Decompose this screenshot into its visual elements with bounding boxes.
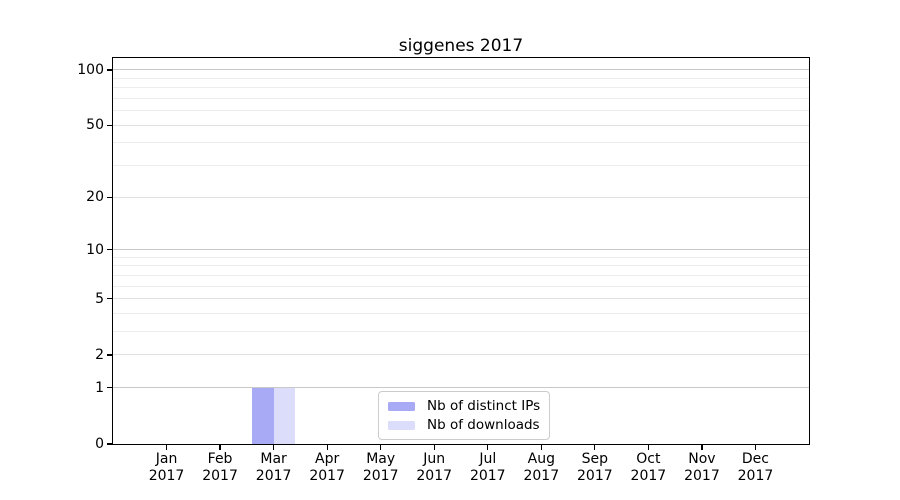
y-tick-label: 1 <box>95 379 104 396</box>
bar-distinct-ips <box>252 387 274 444</box>
x-tick-label: Feb 2017 <box>190 451 250 485</box>
minor-gridline <box>113 110 809 112</box>
x-tick-mark <box>540 445 542 450</box>
bars-layer <box>113 58 809 444</box>
minor-gridline <box>113 142 809 144</box>
x-tick-year: 2017 <box>630 468 667 484</box>
x-tick-label: Nov 2017 <box>672 451 732 485</box>
minor-gridline <box>113 274 809 276</box>
x-tick-year: 2017 <box>202 468 238 484</box>
x-tick-mark <box>165 445 168 450</box>
x-tick-label: Jun 2017 <box>404 451 464 485</box>
y-tick-mark <box>107 298 112 300</box>
x-tick-mark <box>433 445 435 450</box>
x-tick-month: Apr <box>315 451 340 467</box>
y-tick-mark <box>107 69 112 71</box>
x-tick-label: Aug 2017 <box>511 451 571 485</box>
minor-gridline <box>113 313 809 315</box>
x-tick-mark <box>326 445 328 450</box>
minor-gridline <box>113 265 809 267</box>
x-tick-mark <box>219 445 221 450</box>
minor-gridline <box>113 165 809 167</box>
x-tick-month: Nov <box>688 451 716 467</box>
gridlines-layer <box>113 58 809 444</box>
x-tick-month: May <box>366 451 396 467</box>
x-tick-mark <box>594 445 596 450</box>
y-tick-label: 50 <box>86 117 104 134</box>
x-tick-label: Dec 2017 <box>725 451 785 485</box>
x-tick-year: 2017 <box>148 468 185 484</box>
x-tick-label: Jul 2017 <box>458 451 518 485</box>
major-gridline <box>113 249 809 251</box>
major-gridline <box>113 69 809 71</box>
x-tick-label: Sep 2017 <box>565 451 625 485</box>
y-tick-mark <box>107 124 112 126</box>
x-tick-year: 2017 <box>469 468 506 484</box>
x-tick-year: 2017 <box>362 468 399 484</box>
bar-downloads <box>273 387 296 444</box>
x-tick-month: Mar <box>260 451 287 467</box>
minor-gridline <box>113 285 809 287</box>
y-tick-label: 5 <box>95 290 104 307</box>
x-tick-month: Oct <box>636 451 661 467</box>
legend-item-distinct-ips: Nb of distinct IPs <box>388 398 540 414</box>
x-tick-mark <box>380 445 382 450</box>
minor-gridline <box>113 77 809 79</box>
x-tick-mark <box>647 445 649 450</box>
major-gridline <box>113 354 809 356</box>
y-tick-label: 2 <box>95 346 104 363</box>
x-tick-year: 2017 <box>416 468 453 484</box>
legend-swatch-distinct-ips-icon <box>388 401 415 411</box>
x-tick-label: Mar 2017 <box>244 451 304 485</box>
y-tick-mark <box>107 387 112 389</box>
x-tick-label: Apr 2017 <box>297 451 357 485</box>
x-tick-month: Aug <box>527 451 555 467</box>
x-tick-label: Jan 2017 <box>137 451 197 485</box>
x-tick-mark <box>273 445 275 450</box>
legend: Nb of distinct IPs Nb of downloads <box>378 391 551 440</box>
y-tick-mark <box>107 196 112 198</box>
legend-swatch-downloads-icon <box>388 420 415 430</box>
legend-item-downloads: Nb of downloads <box>388 417 540 433</box>
y-tick-label: 10 <box>86 241 104 258</box>
plot-area: Nb of distinct IPs Nb of downloads <box>112 57 810 445</box>
x-tick-year: 2017 <box>523 468 560 484</box>
x-tick-year: 2017 <box>255 468 292 484</box>
x-tick-year: 2017 <box>577 468 613 484</box>
x-tick-month: Dec <box>741 451 769 467</box>
x-tick-label: May 2017 <box>351 451 411 485</box>
x-tick-mark <box>487 445 489 450</box>
minor-gridline <box>113 87 809 89</box>
x-tick-year: 2017 <box>684 468 720 484</box>
major-gridline <box>113 387 809 389</box>
legend-label-distinct-ips: Nb of distinct IPs <box>427 398 541 414</box>
minor-gridline <box>113 256 809 258</box>
x-tick-month: Feb <box>207 451 233 467</box>
x-tick-month: Jan <box>155 451 178 467</box>
major-gridline <box>113 298 809 300</box>
x-tick-year: 2017 <box>737 468 774 484</box>
x-tick-mark <box>754 445 757 450</box>
y-tick-label: 0 <box>95 436 104 452</box>
major-gridline <box>113 196 809 198</box>
x-tick-month: Jun <box>423 451 446 467</box>
x-tick-year: 2017 <box>309 468 345 484</box>
minor-gridline <box>113 331 809 333</box>
y-tick-label: 20 <box>86 189 104 206</box>
y-tick-label: 100 <box>77 61 104 78</box>
legend-label-downloads: Nb of downloads <box>427 417 540 433</box>
x-tick-month: Sep <box>581 451 609 467</box>
minor-gridline <box>113 97 809 99</box>
x-tick-label: Oct 2017 <box>618 451 678 485</box>
x-tick-mark <box>701 445 703 450</box>
y-tick-mark <box>107 443 112 445</box>
major-gridline <box>113 124 809 126</box>
y-tick-mark <box>107 249 112 251</box>
chart-title: siggenes 2017 <box>398 36 524 56</box>
x-tick-month: Jul <box>479 451 497 467</box>
y-tick-mark <box>107 354 112 356</box>
